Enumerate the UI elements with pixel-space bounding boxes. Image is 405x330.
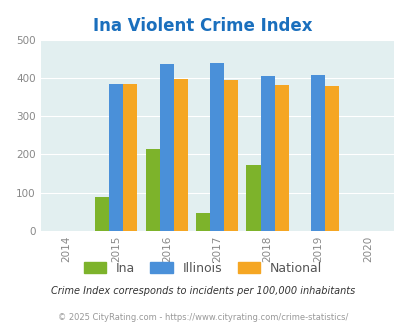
Bar xyxy=(246,165,260,231)
Bar xyxy=(310,75,324,231)
Bar xyxy=(145,149,159,231)
Bar xyxy=(95,197,109,231)
Text: Crime Index corresponds to incidents per 100,000 inhabitants: Crime Index corresponds to incidents per… xyxy=(51,286,354,296)
Bar xyxy=(260,76,274,231)
Text: Ina Violent Crime Index: Ina Violent Crime Index xyxy=(93,17,312,35)
Bar xyxy=(123,84,137,231)
Bar xyxy=(109,84,123,231)
Bar xyxy=(324,86,339,231)
Bar xyxy=(210,63,224,231)
Bar xyxy=(274,85,288,231)
Legend: Ina, Illinois, National: Ina, Illinois, National xyxy=(79,257,326,280)
Bar xyxy=(159,64,173,231)
Bar xyxy=(224,80,238,231)
Bar xyxy=(173,79,188,231)
Text: © 2025 CityRating.com - https://www.cityrating.com/crime-statistics/: © 2025 CityRating.com - https://www.city… xyxy=(58,313,347,322)
Bar xyxy=(196,213,210,231)
